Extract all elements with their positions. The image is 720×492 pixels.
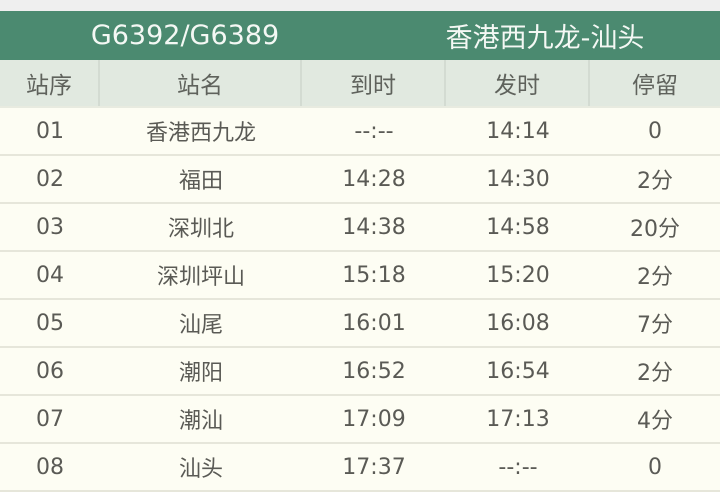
table-row: 04 深圳坪山 15:18 15:20 2分 [0, 252, 720, 300]
cell-station: 潮阳 [178, 361, 223, 386]
cell-seq: 02 [36, 166, 64, 192]
column-header-row: 站序 站名 到时 发时 停留 [0, 60, 720, 108]
cell-arrive: --:-- [354, 118, 394, 144]
cell-station: 香港西九龙 [145, 121, 256, 146]
cell-depart: 16:54 [486, 358, 550, 384]
top-strip [0, 0, 720, 11]
cell-arrive: 16:01 [342, 310, 406, 336]
cell-station: 福田 [178, 169, 223, 194]
cell-seq: 07 [36, 406, 64, 432]
cell-depart: 17:13 [486, 406, 550, 432]
cell-station: 潮汕 [178, 409, 223, 434]
cell-seq: 03 [36, 214, 64, 240]
cell-depart: 14:58 [486, 214, 550, 240]
cell-station: 汕头 [178, 457, 223, 482]
table-row: 05 汕尾 16:01 16:08 7分 [0, 300, 720, 348]
cell-station: 深圳北 [167, 217, 234, 242]
title-bar: G6392/G6389 香港西九龙-汕头 [0, 11, 720, 60]
cell-stop: 7分 [637, 313, 673, 338]
cell-depart: --:-- [498, 454, 538, 480]
table-row: 02 福田 14:28 14:30 2分 [0, 156, 720, 204]
column-header-stop: 停留 [632, 73, 678, 99]
cell-stop: 0 [648, 118, 662, 144]
cell-seq: 04 [36, 262, 64, 288]
cell-depart: 15:20 [486, 262, 550, 288]
table-row: 08 汕头 17:37 --:-- 0 [0, 444, 720, 492]
cell-seq: 05 [36, 310, 64, 336]
cell-stop: 2分 [637, 265, 673, 290]
column-header-depart: 发时 [446, 60, 590, 106]
table-row: 03 深圳北 14:38 14:58 20分 [0, 204, 720, 252]
cell-seq: 01 [36, 118, 64, 144]
cell-stop: 20分 [630, 217, 680, 242]
cell-seq: 08 [36, 454, 64, 480]
cell-stop: 0 [648, 454, 662, 480]
cell-arrive: 17:09 [342, 406, 406, 432]
cell-seq: 06 [36, 358, 64, 384]
timetable-body: 01 香港西九龙 --:-- 14:14 0 02 福田 14:28 14:30 2分 03 深圳北 1… [0, 108, 720, 492]
cell-stop: 2分 [637, 361, 673, 386]
table-row: 06 潮阳 16:52 16:54 2分 [0, 348, 720, 396]
table-row: 07 潮汕 17:09 17:13 4分 [0, 396, 720, 444]
cell-depart: 16:08 [486, 310, 550, 336]
cell-stop: 4分 [637, 409, 673, 434]
train-number: G6392/G6389 [90, 20, 280, 51]
cell-arrive: 14:28 [342, 166, 406, 192]
cell-arrive: 15:18 [342, 262, 406, 288]
route-name: 香港西九龙-汕头 [445, 23, 645, 54]
cell-depart: 14:14 [486, 118, 550, 144]
cell-station: 深圳坪山 [156, 265, 245, 290]
cell-arrive: 17:37 [342, 454, 406, 480]
table-row: 01 香港西九龙 --:-- 14:14 0 [0, 108, 720, 156]
cell-arrive: 16:52 [342, 358, 406, 384]
cell-stop: 2分 [637, 169, 673, 194]
cell-station: 汕尾 [178, 313, 223, 338]
column-header-seq: 站序 [0, 60, 100, 106]
column-header-arrive: 到时 [302, 60, 446, 106]
cell-depart: 14:30 [486, 166, 550, 192]
column-header-station: 站名 [100, 60, 302, 106]
cell-arrive: 14:38 [342, 214, 406, 240]
